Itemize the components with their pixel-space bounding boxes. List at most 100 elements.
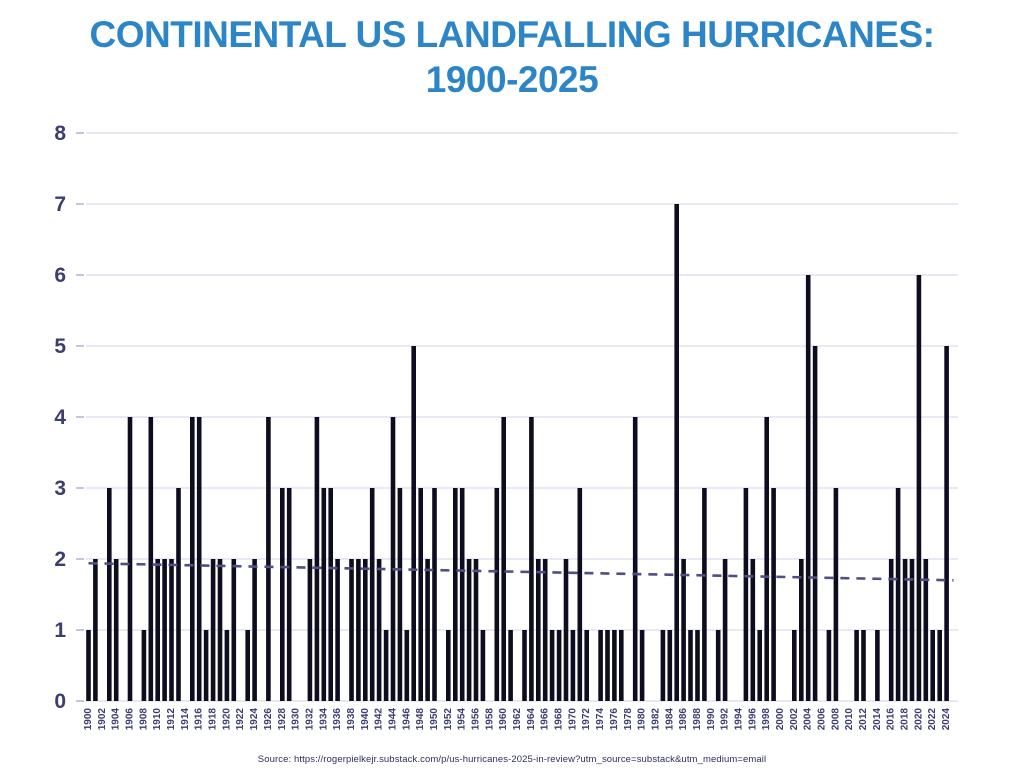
bar-1987 (688, 630, 693, 701)
bar-1946 (404, 630, 410, 701)
bar-1997 (757, 630, 762, 701)
x-axis-label-1996: 1996 (747, 708, 758, 731)
bar-1965 (536, 559, 541, 701)
bar-1915 (190, 417, 195, 701)
bar-1947 (411, 346, 416, 701)
x-axis-label-1968: 1968 (554, 708, 565, 731)
x-axis-label-1912: 1912 (166, 708, 177, 731)
x-axis-label-1910: 1910 (152, 708, 163, 731)
bar-2005 (812, 346, 818, 701)
x-axis-label-1984: 1984 (664, 708, 675, 731)
x-axis-label-1982: 1982 (650, 708, 661, 731)
bar-1967 (549, 630, 555, 701)
bar-1920 (224, 630, 230, 701)
bar-1919 (217, 559, 223, 701)
x-axis-label-1956: 1956 (471, 708, 482, 731)
x-axis-label-1938: 1938 (346, 708, 357, 731)
x-axis-label-1908: 1908 (138, 708, 149, 731)
bar-1957 (480, 630, 486, 701)
bar-1971 (577, 488, 583, 701)
y-axis-label-1: 1 (54, 619, 66, 642)
x-axis-label-1914: 1914 (180, 708, 191, 731)
bar-1976 (612, 630, 617, 701)
x-axis-label-1970: 1970 (567, 708, 578, 731)
x-axis-label-2020: 2020 (913, 708, 924, 731)
bar-1955 (466, 559, 472, 701)
x-axis-label-1960: 1960 (498, 708, 509, 731)
bar-1972 (584, 630, 589, 701)
bar-1939 (356, 559, 361, 701)
bar-1944 (390, 417, 396, 701)
bar-1974 (598, 630, 603, 701)
bar-2011 (854, 630, 859, 701)
y-axis-label-8: 8 (54, 122, 66, 145)
x-axis-label-1946: 1946 (401, 708, 412, 731)
x-axis-label-1916: 1916 (194, 708, 205, 731)
bar-1942 (376, 559, 382, 701)
bar-1969 (563, 559, 569, 701)
source-note: Source: https://rogerpielkejr.substack.c… (257, 754, 767, 765)
bar-1934 (321, 488, 327, 701)
bar-1961 (508, 630, 513, 701)
x-axis-label-1958: 1958 (484, 708, 495, 731)
chart-title-line2: 1900-2025 (425, 59, 599, 101)
x-axis-label-1990: 1990 (706, 708, 717, 731)
bar-1980 (639, 630, 645, 701)
x-axis-label-1964: 1964 (526, 708, 537, 731)
x-axis-label-2002: 2002 (789, 708, 800, 731)
bar-1984 (667, 630, 673, 701)
x-axis-label-1944: 1944 (387, 708, 398, 731)
bar-1991 (715, 630, 721, 701)
bar-1988 (695, 630, 700, 701)
x-axis-label-1918: 1918 (208, 708, 219, 731)
x-axis-label-1980: 1980 (637, 708, 648, 731)
bar-2020 (916, 275, 922, 701)
bar-1949 (425, 559, 430, 701)
x-axis-label-1992: 1992 (720, 708, 731, 731)
bar-1950 (432, 488, 437, 701)
x-axis-label-2014: 2014 (872, 708, 883, 731)
bar-1979 (632, 417, 638, 701)
chart-title: CONTINENTAL US LANDFALLING HURRICANES: 1… (0, 12, 1024, 102)
bar-2012 (861, 630, 866, 701)
y-axis-label-2: 2 (54, 548, 66, 571)
x-axis-label-1974: 1974 (595, 708, 606, 731)
bar-1901 (93, 559, 98, 701)
bar-2018 (902, 559, 908, 701)
x-axis-label-2012: 2012 (858, 708, 869, 731)
bar-1940 (363, 559, 368, 701)
bar-1928 (280, 488, 285, 701)
bar-1938 (349, 559, 354, 701)
x-axis-label-1930: 1930 (291, 708, 302, 731)
x-axis-label-1988: 1988 (692, 708, 703, 731)
bar-1948 (418, 488, 423, 701)
x-axis-label-1902: 1902 (97, 708, 108, 731)
bar-1909 (148, 417, 154, 701)
bar-1916 (196, 417, 202, 701)
x-axis-label-1932: 1932 (304, 708, 315, 731)
x-axis-label-1966: 1966 (540, 708, 551, 731)
bar-1906 (127, 417, 133, 701)
bar-2007 (826, 630, 832, 701)
bar-2019 (909, 559, 915, 701)
bar-1985 (674, 204, 679, 701)
x-axis-label-2006: 2006 (817, 708, 828, 731)
bar-1912 (169, 559, 174, 701)
bar-2024 (944, 346, 949, 701)
bar-1963 (522, 630, 527, 701)
bar-1918 (210, 559, 216, 701)
x-axis-label-1922: 1922 (235, 708, 246, 731)
bar-1953 (453, 488, 458, 701)
bar-2008 (833, 488, 839, 701)
bar-1999 (771, 488, 776, 701)
bar-1941 (369, 488, 375, 701)
bar-1923 (245, 630, 250, 701)
x-axis-label-1994: 1994 (733, 708, 744, 731)
x-axis-label-2000: 2000 (775, 708, 786, 731)
bar-1903 (107, 488, 112, 701)
bar-1932 (307, 559, 313, 701)
bar-1977 (619, 630, 624, 701)
bar-1954 (459, 488, 465, 701)
bar-1986 (681, 559, 686, 701)
